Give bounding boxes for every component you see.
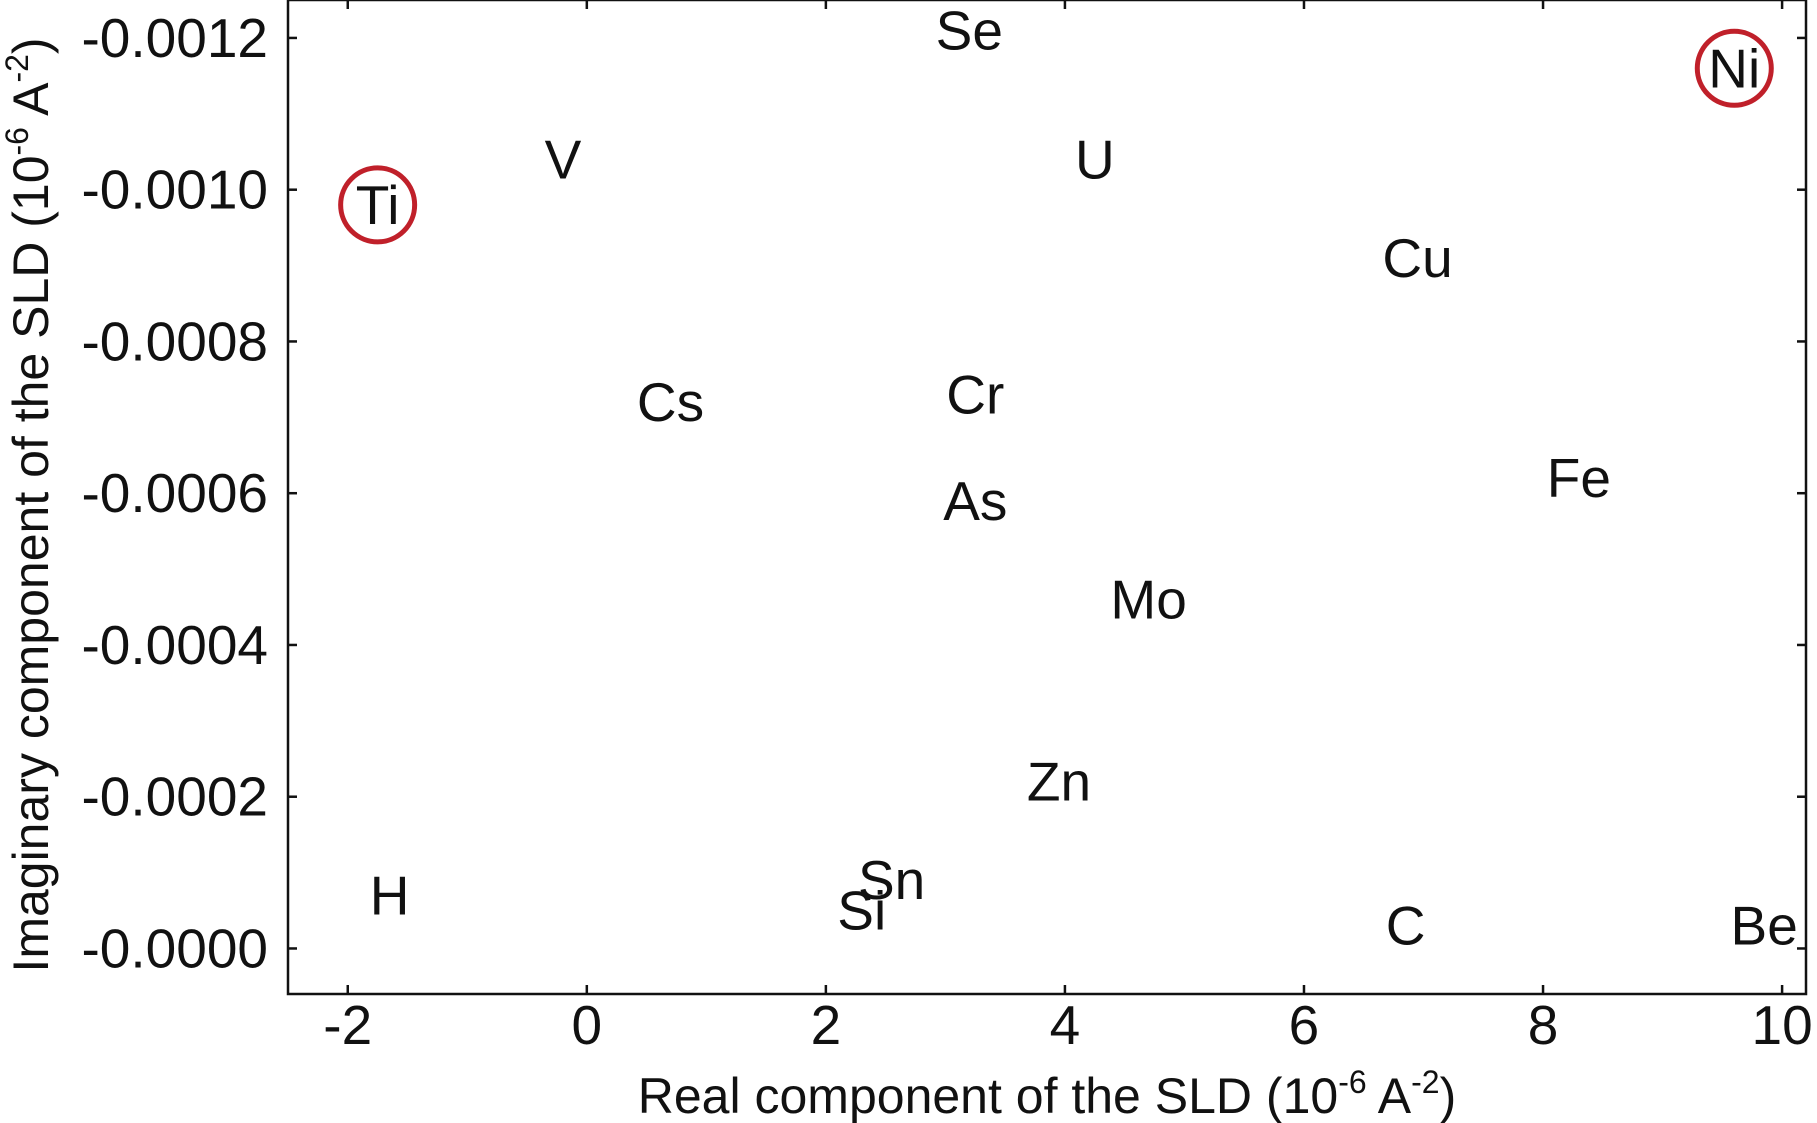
y-axis-label: Imaginary component of the SLD (10-6 A-2… — [0, 37, 59, 972]
y-axis-ticks: -0.0000 -0.0002 -0.0004 -0.0006 -0.0008 -0.00… — [81, 7, 1806, 979]
data-point: Mo — [1110, 568, 1186, 630]
x-tick-label: 4 — [1050, 994, 1081, 1056]
x-axis-ticks: -2 0 2 4 6 8 10 — [323, 0, 1813, 1056]
y-tick-label: -0.0008 — [81, 310, 268, 372]
x-tick-label: 6 — [1289, 994, 1320, 1056]
data-point: H — [370, 864, 410, 926]
data-point: Cs — [637, 371, 704, 433]
y-tick-label: -0.0010 — [81, 159, 268, 221]
y-tick-label: -0.0000 — [81, 917, 268, 979]
x-axis-label: Real component of the SLD (10-6 A-2) — [638, 1064, 1456, 1123]
x-tick-label: 8 — [1528, 994, 1559, 1056]
y-tick-label: -0.0004 — [81, 614, 268, 676]
data-point: C — [1386, 895, 1426, 957]
plot-frame — [286, 0, 1808, 996]
data-point: Se — [936, 0, 1003, 61]
data-point: U — [1075, 128, 1115, 190]
data-point: Ti — [356, 174, 400, 236]
data-point: Si — [837, 880, 886, 942]
x-tick-label: 10 — [1752, 994, 1813, 1056]
element-labels: Se Ni V U Ti Cu Cs Cr Fe As Mo Zn Sn H Si C Be — [338, 0, 1798, 957]
highlight-circle — [338, 165, 418, 245]
data-point: Cu — [1382, 227, 1452, 289]
data-point: Cr — [946, 364, 1004, 426]
data-point: Ni — [1708, 37, 1760, 99]
highlight-circle — [1694, 28, 1774, 108]
data-point: Sn — [858, 849, 925, 911]
x-tick-label: 0 — [572, 994, 603, 1056]
data-point: V — [545, 128, 582, 190]
data-point: As — [943, 470, 1007, 532]
y-tick-label: -0.0006 — [81, 462, 268, 524]
y-tick-label: -0.0012 — [81, 7, 268, 69]
data-point: Zn — [1027, 751, 1091, 813]
data-point: Be — [1731, 895, 1798, 957]
x-tick-label: -2 — [323, 994, 372, 1056]
x-tick-label: 2 — [811, 994, 842, 1056]
data-point: Fe — [1547, 447, 1611, 509]
y-tick-label: -0.0002 — [81, 766, 268, 828]
